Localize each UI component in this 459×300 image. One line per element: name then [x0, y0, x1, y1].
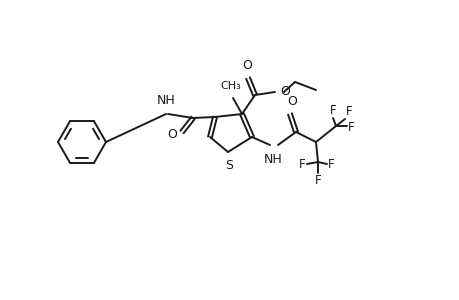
- Text: O: O: [286, 95, 297, 108]
- Text: F: F: [345, 105, 352, 118]
- Text: O: O: [280, 85, 289, 98]
- Text: F: F: [314, 174, 321, 187]
- Text: O: O: [167, 128, 177, 140]
- Text: F: F: [299, 158, 305, 170]
- Text: F: F: [329, 104, 336, 117]
- Text: F: F: [327, 158, 334, 170]
- Text: F: F: [347, 121, 354, 134]
- Text: NH: NH: [263, 153, 282, 166]
- Text: CH₃: CH₃: [220, 81, 241, 91]
- Text: NH: NH: [156, 94, 175, 107]
- Text: O: O: [241, 59, 252, 72]
- Text: S: S: [224, 159, 233, 172]
